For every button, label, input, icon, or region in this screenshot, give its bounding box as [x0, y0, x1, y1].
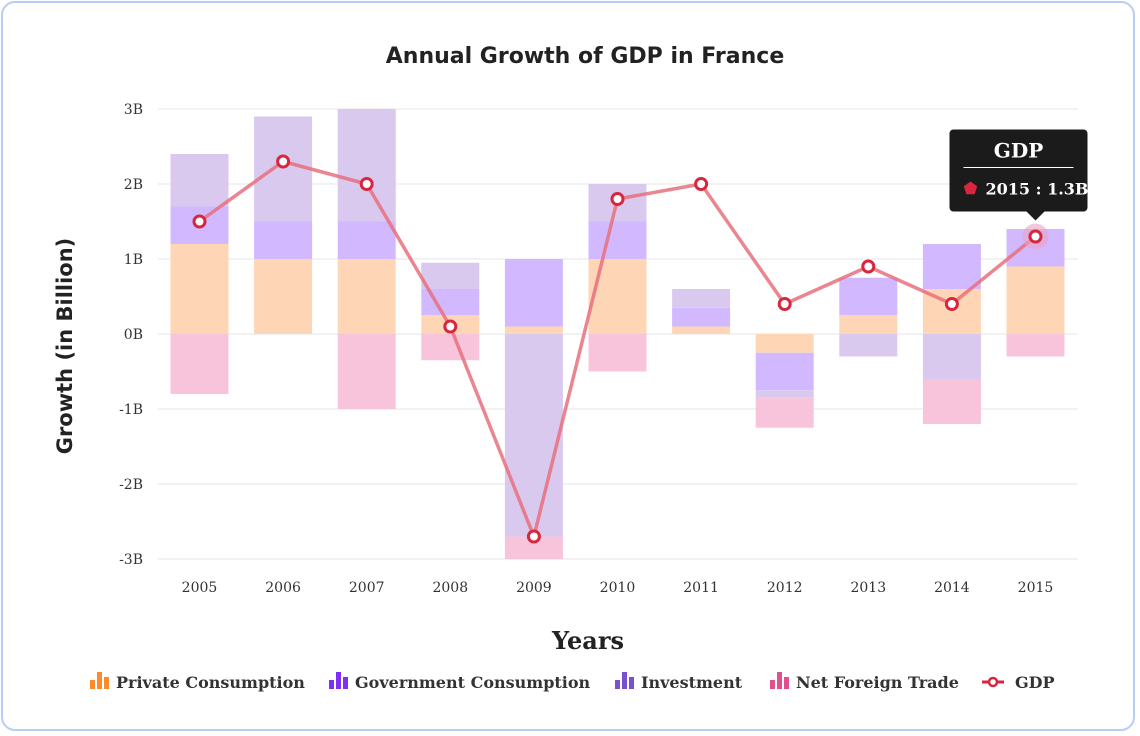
tooltip-title: GDP [994, 139, 1043, 163]
bar-net-foreign-trade [588, 334, 647, 372]
gdp-point [1028, 229, 1043, 244]
y-tick-label: -3B [119, 552, 143, 568]
legend-bar-icon [770, 672, 789, 689]
legend-icon-bar [90, 680, 95, 689]
y-tick-label: 3B [124, 102, 143, 118]
bar-government-consumption [254, 221, 313, 259]
x-tick-label: 2006 [265, 580, 301, 596]
bar-government-consumption [672, 307, 731, 327]
gdp-point [777, 297, 792, 311]
gdp-point [944, 297, 959, 311]
bar-government-consumption [337, 221, 396, 259]
bar-investment [672, 289, 731, 308]
gdp-point [192, 214, 207, 229]
x-tick-label: 2011 [683, 580, 719, 596]
bar-net-foreign-trade [504, 536, 563, 559]
x-tick-label: 2007 [349, 580, 385, 596]
bar-private-consumption [839, 315, 898, 334]
legend: Private Consumption Government Consumptio… [90, 672, 1055, 692]
y-tick-label: 2B [124, 177, 143, 193]
bar-private-consumption [337, 259, 396, 334]
bar-investment [170, 154, 229, 207]
chart-title: Annual Growth of GDP in France [386, 44, 785, 69]
gdp-point [861, 259, 876, 274]
legend-label: Net Foreign Trade [796, 673, 959, 692]
y-axis-label: Growth (in Billion) [53, 238, 77, 455]
tooltip-box [949, 129, 1088, 212]
bar-investment [839, 334, 898, 357]
bar-private-consumption [755, 334, 814, 353]
x-tick-label: 2005 [182, 580, 218, 596]
bar-investment [421, 262, 480, 289]
bar-investment [922, 334, 981, 379]
legend-label: Investment [641, 673, 743, 692]
y-tick-label: 1B [124, 252, 143, 268]
bar-government-consumption [588, 221, 647, 259]
x-tick-label: 2015 [1018, 580, 1054, 596]
bar-investment [755, 390, 814, 398]
bar-net-foreign-trade [170, 334, 229, 394]
tooltip: GDP 2015 : 1.3B [949, 129, 1089, 221]
y-tick-label: -2B [119, 477, 143, 493]
y-tick-label: 0B [124, 327, 143, 343]
bar-net-foreign-trade [922, 379, 981, 424]
tick-labels: -3B -2B -1B 0B 1B 2B 3B 2005 2006 2007 2008 2009 201… [119, 102, 1053, 596]
legend-icon-bar [777, 672, 782, 689]
legend-icon-bar [97, 672, 102, 689]
legend-label: Private Consumption [116, 673, 305, 692]
bar-private-consumption [672, 326, 731, 334]
gdp-point [359, 177, 374, 191]
legend-icon-bar [336, 672, 341, 689]
bar-private-consumption [170, 244, 229, 334]
bar-net-foreign-trade [421, 334, 480, 361]
bar-investment [254, 116, 313, 222]
legend-label: Government Consumption [355, 673, 591, 692]
legend-icon-bar [615, 680, 620, 689]
y-tick-label: -1B [119, 402, 143, 418]
bar-private-consumption [588, 259, 647, 334]
legend-icon-bar [343, 677, 348, 689]
bar-net-foreign-trade [1006, 334, 1065, 357]
legend-icon-bar [104, 677, 109, 689]
bar-net-foreign-trade [337, 334, 396, 409]
bar-investment [504, 334, 563, 537]
gdp-point [526, 529, 541, 544]
gdp-point [276, 154, 291, 169]
tooltip-pointer [1026, 211, 1045, 221]
tooltip-marker-icon [963, 181, 978, 195]
gdp-point [610, 192, 625, 206]
x-tick-label: 2012 [767, 580, 803, 596]
bar-private-consumption [504, 326, 563, 334]
legend-label: GDP [1015, 673, 1055, 692]
x-tick-label: 2008 [432, 580, 468, 596]
bar-government-consumption [922, 244, 981, 289]
bar-government-consumption [755, 352, 814, 391]
x-tick-label: 2010 [600, 580, 636, 596]
x-tick-label: 2014 [934, 580, 970, 596]
legend-bar-icon [329, 672, 348, 689]
legend-line-marker [987, 676, 999, 688]
bars [170, 109, 1065, 559]
x-tick-label: 2013 [850, 580, 886, 596]
gdp-point [694, 177, 709, 191]
gdp-point [443, 319, 458, 334]
bar-private-consumption [254, 259, 313, 334]
legend-icon-bar [770, 680, 775, 689]
bar-government-consumption [839, 277, 898, 316]
legend-bar-icon [90, 672, 109, 689]
bar-government-consumption [504, 259, 563, 327]
x-axis-label: Years [551, 626, 624, 655]
bar-investment [337, 109, 396, 222]
x-tick-label: 2009 [516, 580, 552, 596]
tooltip-value: 2015 : 1.3B [986, 180, 1089, 199]
legend-icon-bar [622, 672, 627, 689]
legend-icon-bar [784, 677, 789, 689]
legend-bar-icon [615, 672, 634, 689]
legend-icon-bar [629, 677, 634, 689]
gdp-line-group [192, 154, 1049, 544]
bar-private-consumption [1006, 266, 1065, 334]
legend-icon-bar [329, 680, 334, 689]
bar-net-foreign-trade [755, 397, 814, 428]
